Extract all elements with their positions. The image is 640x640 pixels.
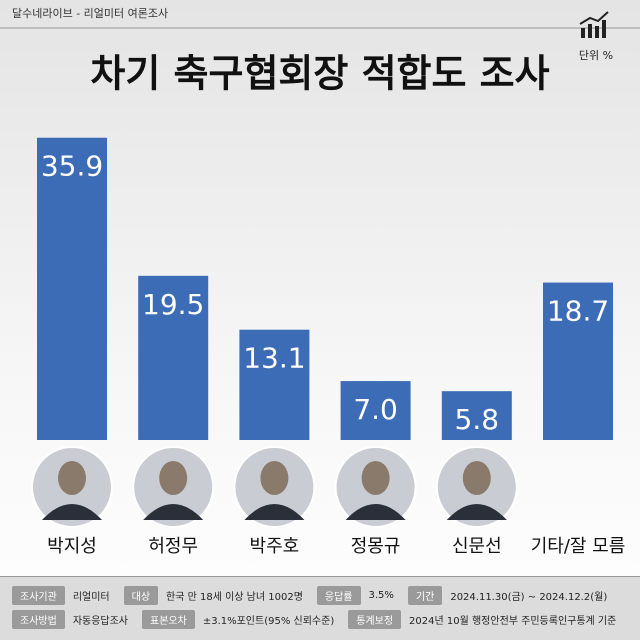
footer: 조사기관 리얼미터 대상 한국 만 18세 이상 남녀 1002명 응답률 3.5% 기간 2…	[0, 576, 640, 640]
chart-icon	[579, 11, 609, 38]
portrait-head	[260, 461, 289, 495]
footer-label: 조사기관	[12, 585, 65, 605]
unit: 단위 %	[579, 49, 613, 62]
footer-label: 응답률	[316, 585, 361, 605]
portrait-head	[58, 461, 86, 495]
footer-value: 자동응답조사	[72, 615, 129, 627]
footer-value: 한국 만 18세 이상 남녀 1002명	[166, 591, 303, 603]
footer-value: ±3.1%포인트(95% 신뢰수준)	[202, 615, 335, 627]
value-label: 35.9	[41, 150, 103, 183]
header: 달수네라이브 - 리얼미터 여론조사	[12, 6, 168, 20]
footer-label: 표본오차	[142, 609, 195, 629]
footer-value: 리얼미터	[72, 591, 110, 603]
value-label: 18.7	[547, 295, 609, 328]
portrait-head	[159, 461, 188, 495]
x-tick-label: 신문선	[452, 536, 502, 557]
portrait-body	[345, 504, 406, 520]
bar	[37, 137, 107, 441]
portrait-body	[446, 504, 507, 520]
footer-label: 통계보정	[348, 609, 402, 629]
chart-title: 차기 축구협회장 적합도 조사	[90, 52, 549, 96]
footer-value: 2024년 10월 행정안전부 주민등록인구통계 기준	[409, 615, 617, 627]
bar	[138, 275, 209, 440]
value-label: 5.8	[455, 403, 500, 436]
value-label: 13.1	[243, 342, 305, 375]
bar	[239, 329, 310, 440]
chart: 달수네라이브 - 리얼미터 여론조사 단위 % 차기 축구협회장 적합도 조사 …	[0, 6, 640, 557]
portrait-head	[462, 461, 491, 495]
x-tick-label: 기타/잘 모름	[531, 536, 626, 557]
value-label: 19.5	[142, 288, 204, 321]
portrait-head	[361, 461, 390, 495]
footer-row: 조사방법 자동응답조사 표본오차 ±3.1%포인트(95% 신뢰수준) 통계보정 2024…	[0, 608, 640, 630]
footer-label: 기간	[407, 585, 443, 605]
portrait-body	[244, 504, 305, 520]
footer-value: 2024.11.30(금) ~ 2024.12.2(월)	[450, 591, 608, 603]
value-label: 7.0	[353, 393, 398, 426]
x-tick-label: 허정무	[148, 536, 198, 557]
portrait-body	[143, 504, 204, 520]
footer-row: 조사기관 리얼미터 대상 한국 만 18세 이상 남녀 1002명 응답률 3.5% 기간 2…	[0, 584, 640, 606]
x-tick-label: 박지성	[47, 536, 97, 557]
portrait-body	[42, 504, 102, 520]
footer-value: 3.5%	[368, 589, 394, 601]
bar	[441, 391, 512, 440]
bar	[543, 282, 613, 440]
footer-label: 조사방법	[12, 609, 65, 629]
bar	[340, 381, 411, 440]
x-tick-label: 정몽규	[351, 536, 401, 557]
x-tick-label: 박주호	[250, 536, 300, 557]
footer-label: 대상	[123, 585, 159, 605]
